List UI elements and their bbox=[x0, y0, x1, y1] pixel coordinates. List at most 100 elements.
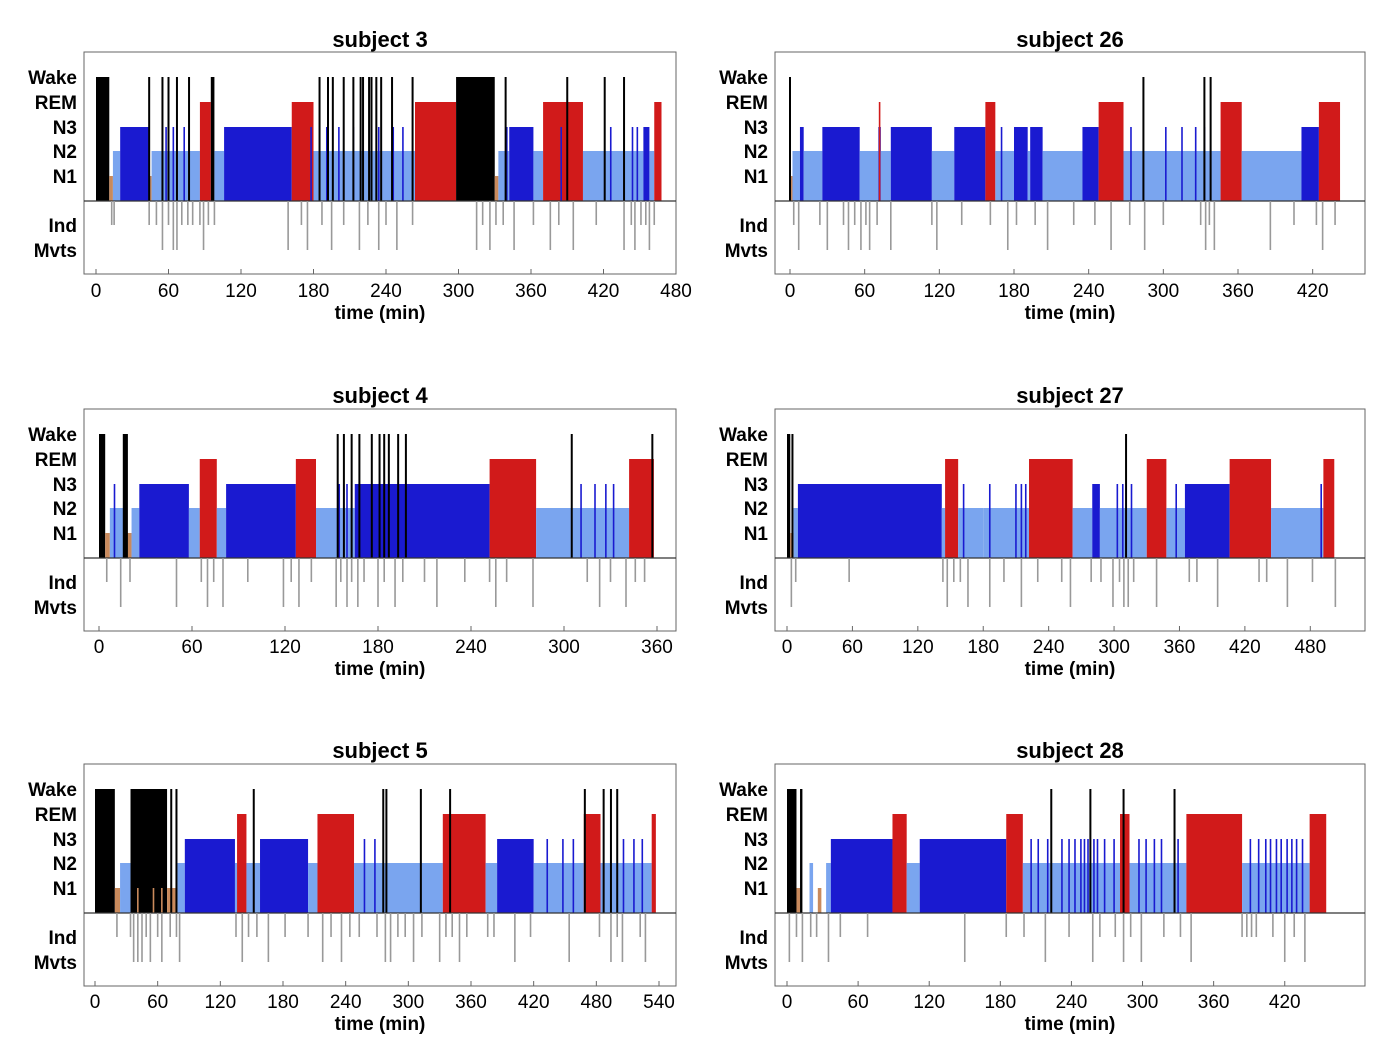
stage-segment-rem bbox=[1323, 459, 1335, 558]
y-axis-label: N3 bbox=[53, 475, 77, 496]
stage-segment-n3 bbox=[822, 127, 860, 201]
stage-segment-n2 bbox=[533, 863, 584, 913]
stage-segment-rem bbox=[654, 102, 662, 201]
hypnogram-panel: Wake REM N3 N2 N1 Ind Mvts subject 28 0 60 120 180 2… bbox=[719, 738, 1366, 1035]
y-axis-label: N1 bbox=[744, 524, 769, 545]
stage-segment-n3 bbox=[1082, 127, 1099, 201]
x-tick-label: 420 bbox=[518, 992, 550, 1013]
x-tick-label: 180 bbox=[298, 281, 330, 302]
stage-segment-n2 bbox=[880, 151, 891, 201]
stage-segment-n2 bbox=[792, 151, 800, 201]
stage-segment-n2 bbox=[941, 508, 946, 558]
stage-segment-rem bbox=[629, 459, 654, 558]
stage-segment-n3 bbox=[424, 484, 490, 558]
plot-frame bbox=[774, 408, 1366, 632]
x-tick-label: 420 bbox=[588, 281, 620, 302]
x-tick-label: 420 bbox=[1269, 992, 1301, 1013]
y-axis-label: Ind bbox=[740, 573, 769, 594]
y-axis-label: Mvts bbox=[725, 598, 768, 619]
stage-segment-rem bbox=[1098, 102, 1124, 201]
y-axis-label: Ind bbox=[740, 216, 769, 237]
stage-segment-n2 bbox=[188, 508, 200, 558]
y-axis-label: REM bbox=[726, 93, 768, 114]
stage-segment-n2 bbox=[1027, 151, 1031, 201]
stage-segment-n3 bbox=[830, 839, 893, 913]
x-axis-label: time (min) bbox=[1025, 1014, 1116, 1035]
stage-segment-n2 bbox=[533, 151, 544, 201]
x-tick-label: 420 bbox=[1229, 637, 1261, 658]
stage-segment-n1 bbox=[109, 176, 113, 201]
stage-segment-wake bbox=[99, 434, 106, 558]
stage-segment-n2 bbox=[1123, 151, 1221, 201]
stage-segment-rem bbox=[415, 102, 457, 201]
stage-segment-n3 bbox=[497, 839, 534, 913]
hypnogram-panel: Wake REM N3 N2 N1 Ind Mvts subject 3 0 60 120 180 24… bbox=[28, 27, 692, 324]
stage-segment-n3 bbox=[226, 484, 296, 558]
stage-segment-rem bbox=[1186, 814, 1243, 913]
stage-segment-n2 bbox=[995, 151, 1014, 201]
x-tick-label: 480 bbox=[580, 992, 612, 1013]
y-axis-label: N1 bbox=[53, 879, 78, 900]
stage-segment-rem bbox=[892, 814, 907, 913]
stage-segment-n2 bbox=[793, 508, 798, 558]
stage-segment-n3 bbox=[260, 839, 309, 913]
stage-segment-n2 bbox=[177, 863, 185, 913]
stage-segment-rem bbox=[583, 814, 601, 913]
stage-segment-n3 bbox=[890, 127, 932, 201]
x-tick-label: 300 bbox=[1098, 637, 1130, 658]
hypnogram-panel: Wake REM N3 N2 N1 Ind Mvts subject 5 0 60 120 180 24… bbox=[28, 738, 677, 1035]
x-tick-label: 360 bbox=[455, 992, 487, 1013]
x-tick-label: 240 bbox=[1056, 992, 1088, 1013]
stage-segment-n2 bbox=[803, 151, 823, 201]
stage-segment-n1 bbox=[796, 888, 801, 913]
stage-segment-rem bbox=[1318, 102, 1341, 201]
stage-segment-n3 bbox=[1030, 127, 1043, 201]
stage-segment-n2 bbox=[809, 863, 814, 913]
panel-title: subject 26 bbox=[1016, 27, 1124, 52]
y-axis-label: N2 bbox=[53, 854, 77, 875]
x-tick-label: 360 bbox=[1198, 992, 1230, 1013]
stage-segment-rem bbox=[317, 814, 355, 913]
panel-title: subject 4 bbox=[332, 383, 428, 408]
y-axis-label: N3 bbox=[744, 830, 768, 851]
y-axis-label: Wake bbox=[28, 780, 77, 801]
x-tick-label: 120 bbox=[923, 281, 955, 302]
y-axis-label: Mvts bbox=[34, 953, 77, 974]
stage-segment-rem bbox=[199, 459, 217, 558]
stage-segment-rem bbox=[985, 102, 996, 201]
x-tick-label: 0 bbox=[91, 281, 102, 302]
stage-segment-n2 bbox=[906, 863, 920, 913]
y-axis-label: N1 bbox=[53, 524, 78, 545]
stage-segment-rem bbox=[1029, 459, 1073, 558]
stage-segment-n3 bbox=[139, 484, 189, 558]
x-tick-label: 180 bbox=[984, 992, 1016, 1013]
y-axis-label: Mvts bbox=[725, 953, 768, 974]
stage-segment-n2 bbox=[234, 863, 238, 913]
x-tick-label: 180 bbox=[967, 637, 999, 658]
plot-frame bbox=[83, 51, 677, 275]
panel-title: subject 5 bbox=[332, 738, 427, 763]
stage-segment-wake bbox=[95, 789, 115, 913]
stage-segment-rem bbox=[1146, 459, 1167, 558]
panel-title: subject 28 bbox=[1016, 738, 1124, 763]
x-tick-label: 540 bbox=[643, 992, 675, 1013]
x-tick-label: 180 bbox=[267, 992, 299, 1013]
stage-segment-n2 bbox=[308, 863, 318, 913]
stage-segment-wake bbox=[787, 789, 797, 913]
y-axis-label: Mvts bbox=[34, 241, 77, 262]
x-tick-label: 60 bbox=[158, 281, 179, 302]
y-axis-label: N1 bbox=[744, 879, 769, 900]
x-tick-label: 480 bbox=[1294, 637, 1326, 658]
stage-segment-n2 bbox=[131, 508, 140, 558]
stage-segment-n2 bbox=[485, 863, 498, 913]
y-axis-label: REM bbox=[726, 805, 768, 826]
stage-segment-wake bbox=[123, 434, 127, 558]
stage-segment-n3 bbox=[1092, 484, 1100, 558]
hypnogram-panel: Wake REM N3 N2 N1 Ind Mvts subject 26 0 60 120 180 2… bbox=[719, 27, 1366, 324]
stage-segment-n2 bbox=[214, 151, 225, 201]
x-tick-label: 360 bbox=[1164, 637, 1196, 658]
stage-segment-n2 bbox=[1072, 508, 1093, 558]
stage-segment-n2 bbox=[316, 508, 355, 558]
y-axis-label: Wake bbox=[28, 68, 77, 89]
